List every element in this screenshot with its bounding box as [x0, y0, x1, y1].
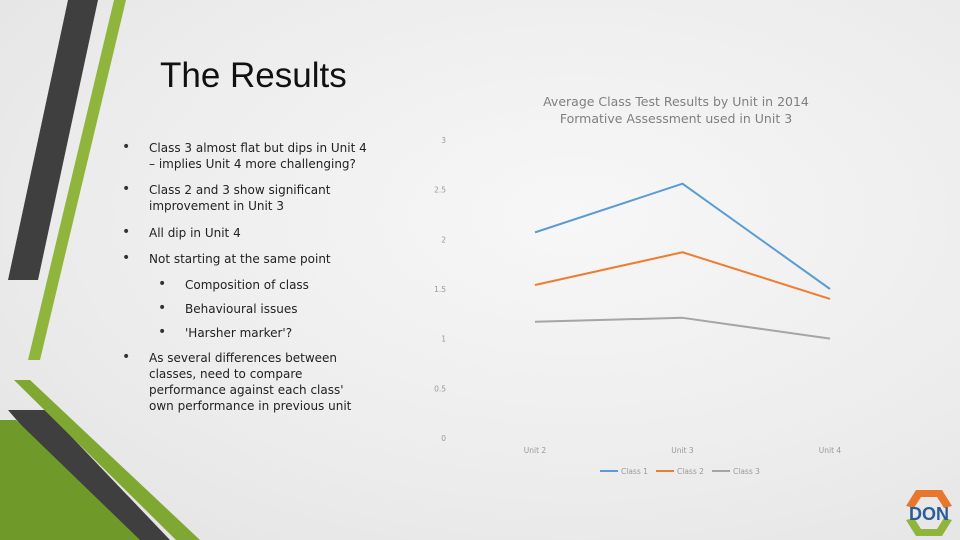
- line-chart: Average Class Test Results by Unit in 20…: [434, 94, 842, 476]
- logo-ring-orange: [906, 490, 952, 508]
- x-tick-label: Unit 2: [524, 446, 547, 455]
- bullet-dot-icon: •: [158, 300, 167, 316]
- bullet-dot-icon: •: [122, 250, 131, 266]
- y-tick-label: 0: [441, 434, 446, 443]
- don-logo: DON: [906, 490, 952, 536]
- sub-bullet-item: • Behavioural issues: [122, 300, 372, 317]
- deco-green-bar-top: [28, 0, 126, 360]
- bullet-item: • All dip in Unit 4: [122, 224, 372, 241]
- bullet-dot-icon: •: [122, 224, 131, 240]
- logo-ring-green: [906, 518, 952, 536]
- series-line-3: [534, 316, 831, 340]
- bullet-item: • Class 2 and 3 show significant improve…: [122, 181, 372, 214]
- series-line-1: [534, 182, 831, 290]
- bullet-text: Behavioural issues: [185, 302, 298, 316]
- slide-title: The Results: [160, 56, 347, 95]
- deco-green-bar-bottom: [14, 380, 200, 540]
- bullet-item: • As several differences between classes…: [122, 349, 372, 414]
- bullet-dot-icon: •: [122, 181, 131, 197]
- chart-title: Average Class Test Results by Unit in 20…: [543, 94, 809, 109]
- logo-text: DON: [909, 504, 949, 524]
- bullet-text: Composition of class: [185, 278, 309, 292]
- chart-subtitle: Formative Assessment used in Unit 3: [560, 111, 792, 126]
- bullet-item: • Not starting at the same point: [122, 250, 372, 267]
- deco-green-panel: [0, 420, 140, 540]
- x-tick-label: Unit 4: [819, 446, 842, 455]
- bullet-text: All dip in Unit 4: [149, 226, 241, 240]
- bullet-text: As several differences between classes, …: [149, 351, 352, 413]
- legend-label: Class 1: [621, 467, 648, 476]
- y-tick-label: 2.5: [434, 186, 446, 195]
- bullet-item: • Class 3 almost flat but dips in Unit 4…: [122, 139, 372, 172]
- sub-bullet-item: • Composition of class: [122, 276, 372, 293]
- deco-dark-bar-bottom: [8, 410, 170, 540]
- series-line-2: [534, 251, 831, 300]
- deco-dark-bar-top: [8, 0, 98, 280]
- bullet-dot-icon: •: [122, 139, 131, 155]
- y-tick-label: 1: [441, 335, 446, 344]
- y-tick-label: 2: [441, 235, 446, 244]
- y-tick-label: 0.5: [434, 384, 446, 393]
- bullet-text: Class 2 and 3 show significant improveme…: [149, 183, 331, 213]
- legend-label: Class 3: [733, 467, 760, 476]
- y-tick-label: 3: [441, 136, 446, 145]
- bullet-dot-icon: •: [122, 349, 131, 365]
- bullet-text: Not starting at the same point: [149, 252, 331, 266]
- bullet-text: Class 3 almost flat but dips in Unit 4 –…: [149, 141, 367, 171]
- legend-label: Class 2: [677, 467, 704, 476]
- sub-bullet-item: • 'Harsher marker'?: [122, 324, 372, 341]
- bullet-text: 'Harsher marker'?: [185, 326, 293, 340]
- x-tick-label: Unit 3: [671, 446, 694, 455]
- bullet-dot-icon: •: [158, 324, 167, 340]
- y-tick-label: 1.5: [434, 285, 446, 294]
- bullet-dot-icon: •: [158, 276, 167, 292]
